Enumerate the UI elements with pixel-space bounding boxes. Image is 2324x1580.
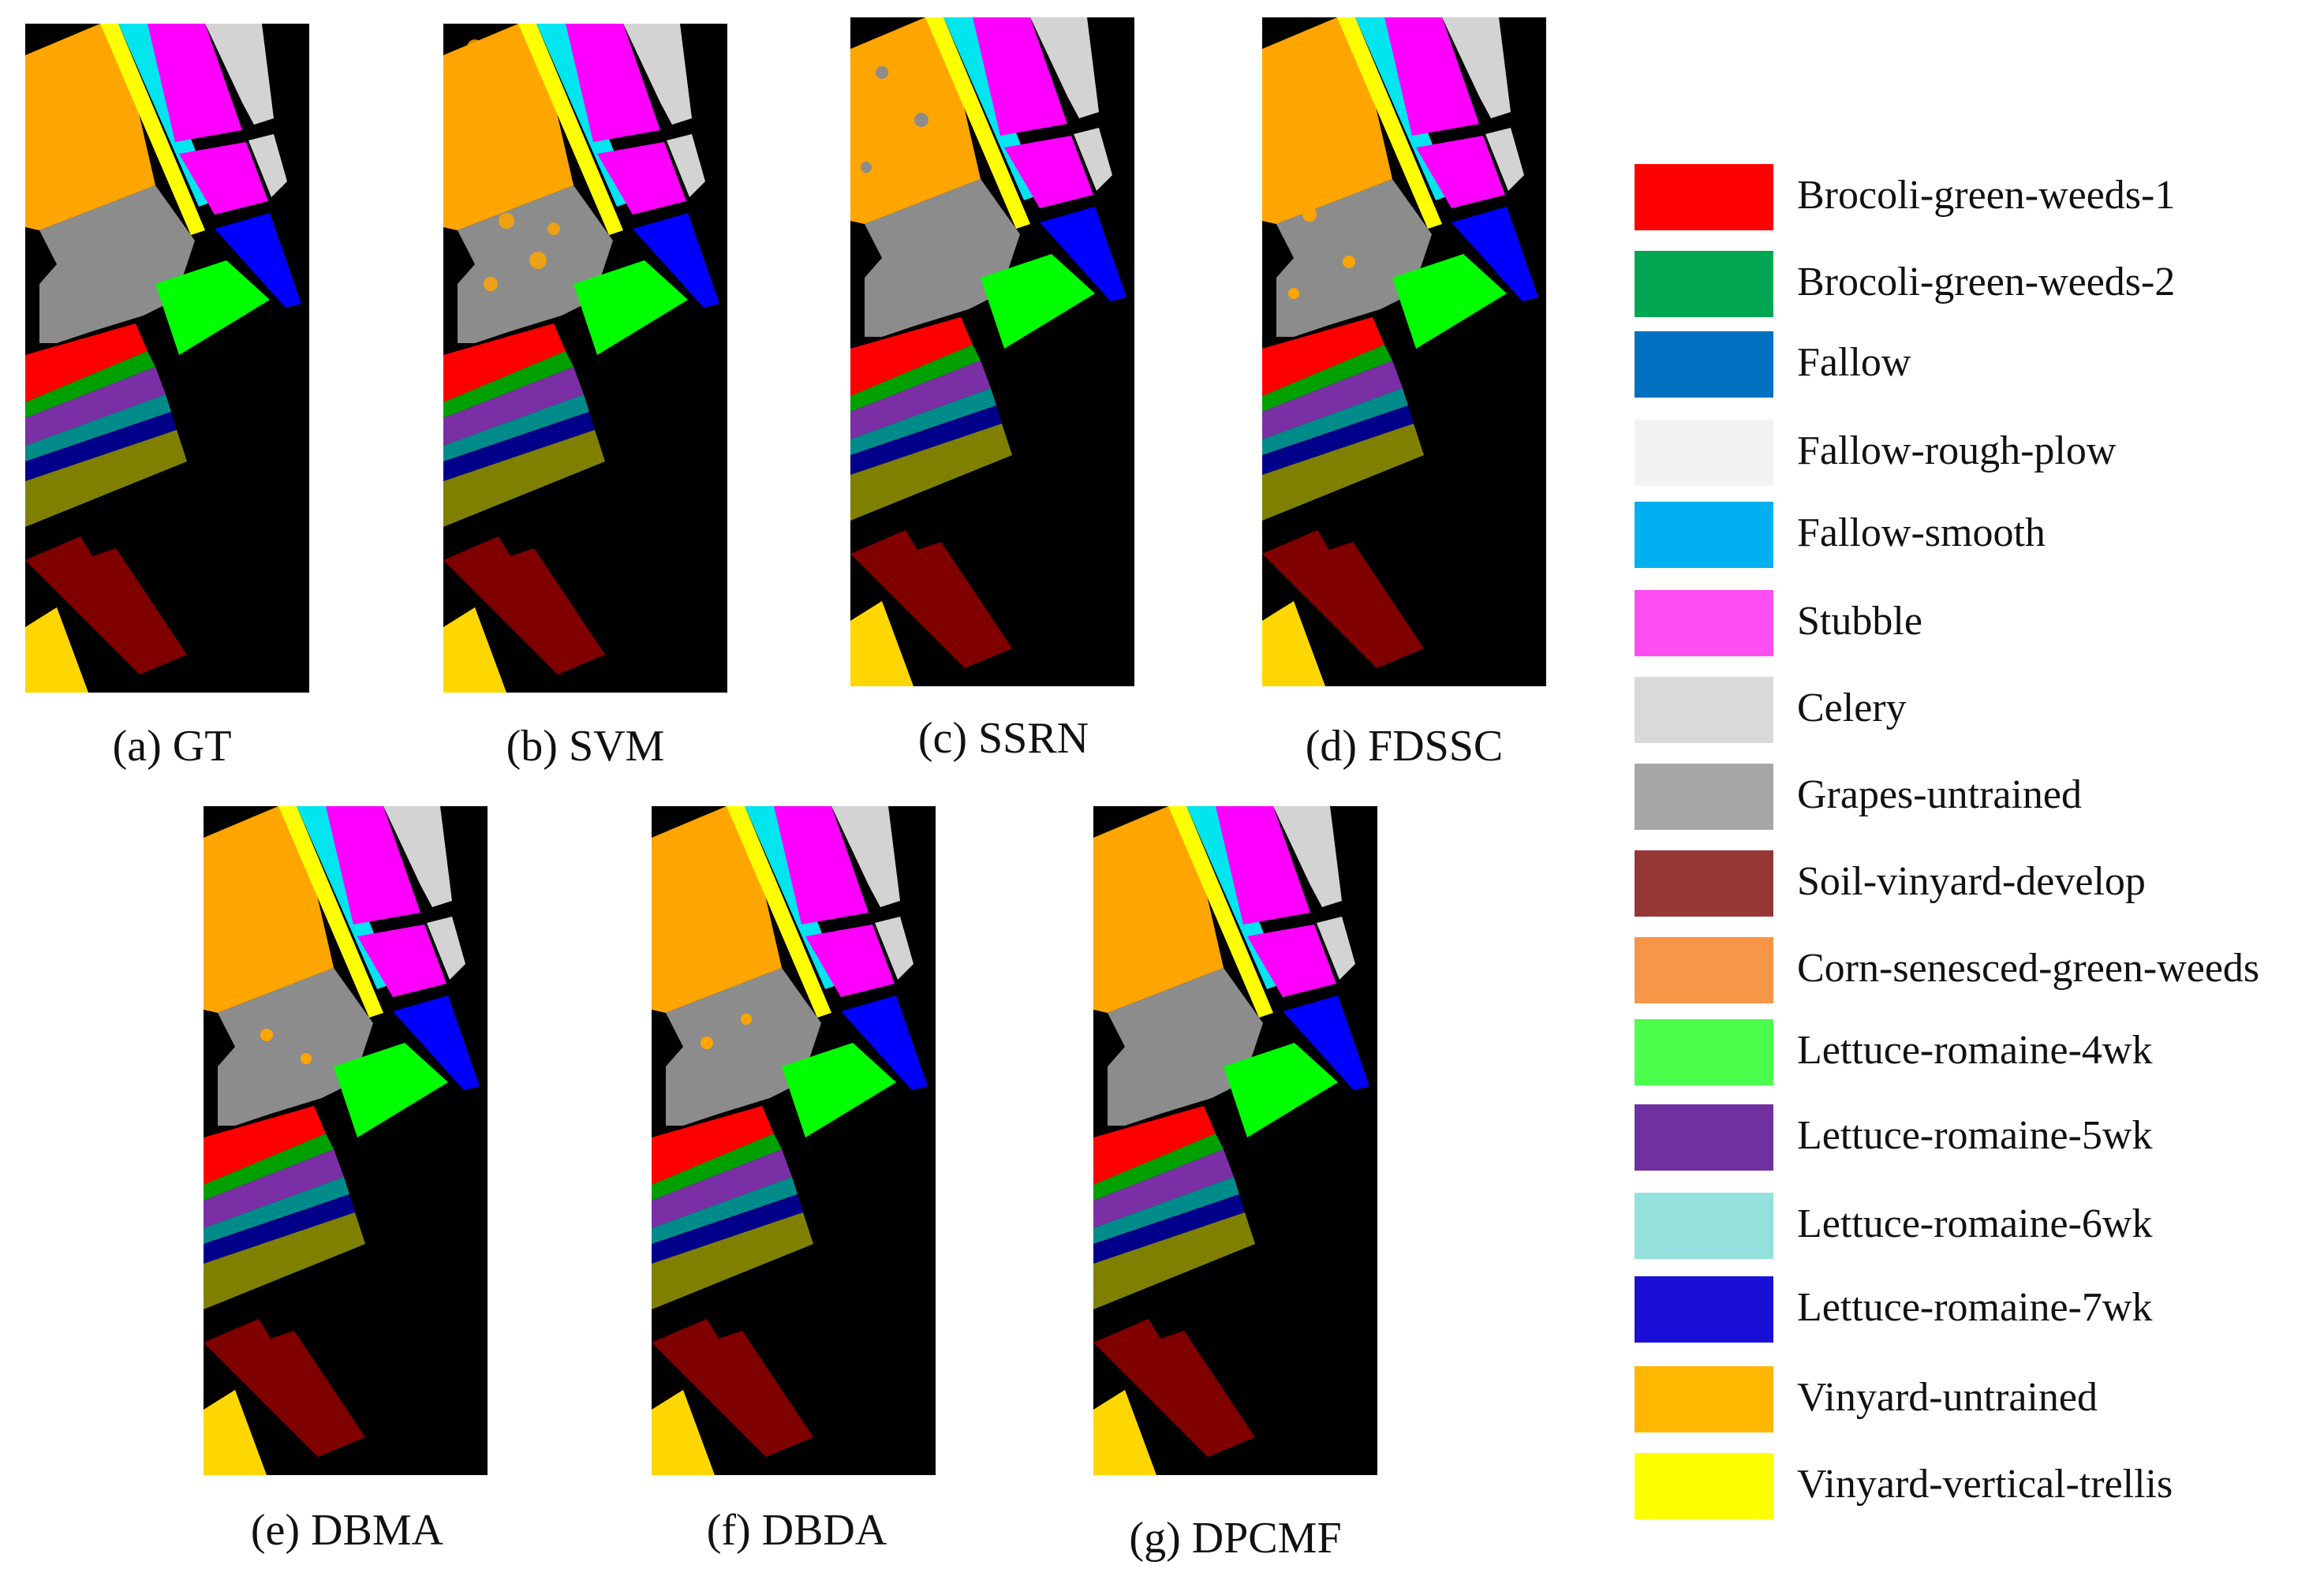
legend-swatch — [1635, 1453, 1773, 1519]
classification-map-ssrn — [850, 17, 1134, 686]
legend-item: Celery — [1635, 677, 2313, 743]
legend-swatch — [1635, 850, 1773, 917]
legend-swatch — [1635, 1104, 1773, 1171]
legend-swatch — [1635, 590, 1773, 656]
legend-item: Soil-vinyard-develop — [1635, 850, 2313, 917]
legend-item: Lettuce-romaine-4wk — [1635, 1019, 2313, 1085]
legend-label: Lettuce-romaine-6wk — [1797, 1201, 2153, 1246]
legend-item: Lettuce-romaine-7wk — [1635, 1276, 2313, 1343]
legend-label: Brocoli-green-weeds-2 — [1797, 260, 2176, 304]
legend-swatch — [1635, 677, 1773, 743]
legend-swatch — [1635, 937, 1773, 1003]
classification-map-fdssc — [1262, 17, 1546, 686]
map-panel-dbma — [204, 806, 488, 1475]
legend-item: Vinyard-untrained — [1635, 1366, 2313, 1432]
legend-item: Grapes-untrained — [1635, 764, 2313, 830]
legend-item: Corn-senesced-green-weeds — [1635, 937, 2313, 1003]
classification-map-dpcmf — [1093, 806, 1377, 1475]
classification-map-dbma — [204, 806, 488, 1475]
legend-swatch — [1635, 1276, 1773, 1343]
legend-label: Soil-vinyard-develop — [1797, 859, 2146, 904]
legend-label: Lettuce-romaine-7wk — [1797, 1285, 2153, 1330]
legend-label: Stubble — [1797, 599, 1922, 644]
legend-item: Lettuce-romaine-5wk — [1635, 1104, 2313, 1171]
legend-label: Fallow-rough-plow — [1797, 428, 2117, 473]
legend-swatch — [1635, 764, 1773, 830]
legend-label: Vinyard-vertical-trellis — [1797, 1462, 2173, 1507]
legend-swatch — [1635, 251, 1773, 317]
map-panel-svm — [443, 24, 727, 693]
legend-swatch — [1635, 502, 1773, 568]
legend-label: Lettuce-romaine-5wk — [1797, 1113, 2153, 1158]
legend-item: Brocoli-green-weeds-1 — [1635, 164, 2313, 230]
caption-fdssc: (d) FDSSC — [1305, 722, 1504, 771]
legend-label: Grapes-untrained — [1797, 772, 2082, 817]
map-panel-gt — [25, 24, 309, 693]
legend-item: Stubble — [1635, 590, 2313, 656]
caption-gt: (a) GT — [112, 722, 232, 771]
legend-label: Fallow — [1797, 340, 1911, 385]
legend-swatch — [1635, 1366, 1773, 1432]
legend-swatch — [1635, 1193, 1773, 1259]
caption-dbda: (f) DBDA — [706, 1506, 887, 1555]
legend-label: Fallow-smooth — [1797, 510, 2046, 555]
legend-label: Celery — [1797, 685, 1907, 730]
map-panel-dbda — [652, 806, 936, 1475]
legend-label: Corn-senesced-green-weeds — [1797, 946, 2260, 991]
legend-swatch — [1635, 164, 1773, 230]
classification-map-gt — [25, 24, 309, 693]
legend-item: Brocoli-green-weeds-2 — [1635, 251, 2313, 317]
legend-item: Fallow — [1635, 331, 2313, 398]
legend-item: Vinyard-vertical-trellis — [1635, 1453, 2313, 1519]
classification-map-svm — [443, 24, 727, 693]
map-panel-fdssc — [1262, 17, 1546, 686]
legend-label: Lettuce-romaine-4wk — [1797, 1028, 2153, 1073]
classification-map-dbda — [652, 806, 936, 1475]
legend-swatch — [1635, 420, 1773, 486]
legend-swatch — [1635, 331, 1773, 398]
caption-ssrn: (c) SSRN — [917, 714, 1089, 763]
legend-label: Vinyard-untrained — [1797, 1375, 2098, 1420]
map-panel-dpcmf — [1093, 806, 1377, 1475]
legend-item: Fallow-smooth — [1635, 502, 2313, 568]
legend-swatch — [1635, 1019, 1773, 1085]
caption-svm: (b) SVM — [506, 722, 665, 771]
legend-item: Lettuce-romaine-6wk — [1635, 1193, 2313, 1259]
caption-dpcmf: (g) DPCMF — [1129, 1514, 1342, 1563]
caption-dbma: (e) DBMA — [250, 1506, 444, 1555]
legend-label: Brocoli-green-weeds-1 — [1797, 173, 2176, 218]
legend-item: Fallow-rough-plow — [1635, 420, 2313, 486]
map-panel-ssrn — [850, 17, 1134, 686]
